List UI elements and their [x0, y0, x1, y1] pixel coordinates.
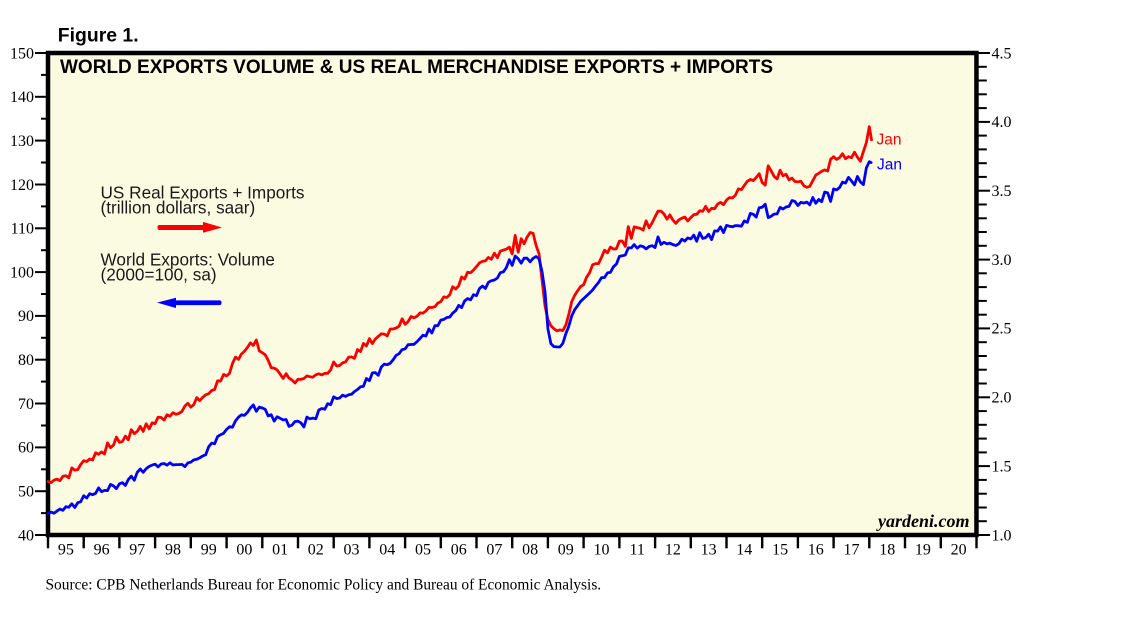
svg-text:Source: CPB Netherlands Bureau: Source: CPB Netherlands Bureau for Econo…	[46, 577, 602, 594]
svg-text:100: 100	[10, 264, 34, 281]
svg-text:3.0: 3.0	[992, 252, 1012, 269]
svg-text:(2000=100, sa): (2000=100, sa)	[101, 265, 217, 285]
svg-text:07: 07	[486, 542, 502, 559]
svg-text:20: 20	[951, 542, 967, 559]
svg-text:97: 97	[129, 542, 145, 559]
svg-text:120: 120	[10, 177, 34, 194]
svg-text:3.5: 3.5	[992, 183, 1012, 200]
svg-text:World Exports: Volume: World Exports: Volume	[101, 250, 276, 270]
svg-text:Jan: Jan	[877, 157, 902, 174]
svg-text:01: 01	[272, 542, 288, 559]
svg-text:08: 08	[522, 542, 538, 559]
svg-text:10: 10	[594, 542, 610, 559]
svg-text:4.0: 4.0	[992, 114, 1012, 131]
svg-text:2.0: 2.0	[992, 390, 1012, 407]
svg-text:19: 19	[915, 542, 931, 559]
svg-text:05: 05	[415, 542, 431, 559]
svg-text:14: 14	[736, 542, 752, 559]
svg-text:00: 00	[236, 542, 252, 559]
svg-text:18: 18	[879, 542, 895, 559]
svg-text:96: 96	[94, 542, 110, 559]
svg-text:03: 03	[344, 542, 360, 559]
svg-text:16: 16	[808, 542, 824, 559]
svg-text:12: 12	[665, 542, 681, 559]
svg-text:US Real Exports + Imports: US Real Exports + Imports	[101, 183, 305, 203]
svg-text:Jan: Jan	[877, 131, 902, 148]
svg-text:11: 11	[629, 542, 644, 559]
svg-text:Figure 1.: Figure 1.	[58, 25, 139, 47]
svg-text:04: 04	[379, 542, 395, 559]
svg-text:90: 90	[18, 308, 34, 325]
svg-text:2.5: 2.5	[992, 321, 1012, 338]
svg-text:110: 110	[11, 221, 34, 238]
svg-text:(trillion dollars, saar): (trillion dollars, saar)	[101, 198, 256, 218]
svg-text:WORLD EXPORTS VOLUME & US REAL: WORLD EXPORTS VOLUME & US REAL MERCHANDI…	[60, 57, 773, 78]
svg-text:130: 130	[10, 133, 34, 150]
svg-text:140: 140	[10, 89, 34, 106]
svg-text:80: 80	[18, 352, 34, 369]
svg-text:1.0: 1.0	[992, 527, 1012, 544]
svg-text:09: 09	[558, 542, 574, 559]
svg-text:50: 50	[18, 484, 34, 501]
svg-text:60: 60	[18, 440, 34, 457]
svg-text:95: 95	[58, 542, 74, 559]
svg-text:99: 99	[201, 542, 217, 559]
svg-text:70: 70	[18, 396, 34, 413]
svg-text:1.5: 1.5	[992, 458, 1012, 475]
svg-text:15: 15	[772, 542, 788, 559]
svg-text:17: 17	[844, 542, 860, 559]
svg-text:02: 02	[308, 542, 324, 559]
svg-text:98: 98	[165, 542, 181, 559]
svg-text:150: 150	[10, 45, 34, 62]
svg-text:40: 40	[18, 527, 34, 544]
svg-text:13: 13	[701, 542, 717, 559]
svg-text:06: 06	[451, 542, 467, 559]
svg-text:4.5: 4.5	[992, 45, 1012, 62]
svg-text:yardeni.com: yardeni.com	[876, 511, 970, 531]
